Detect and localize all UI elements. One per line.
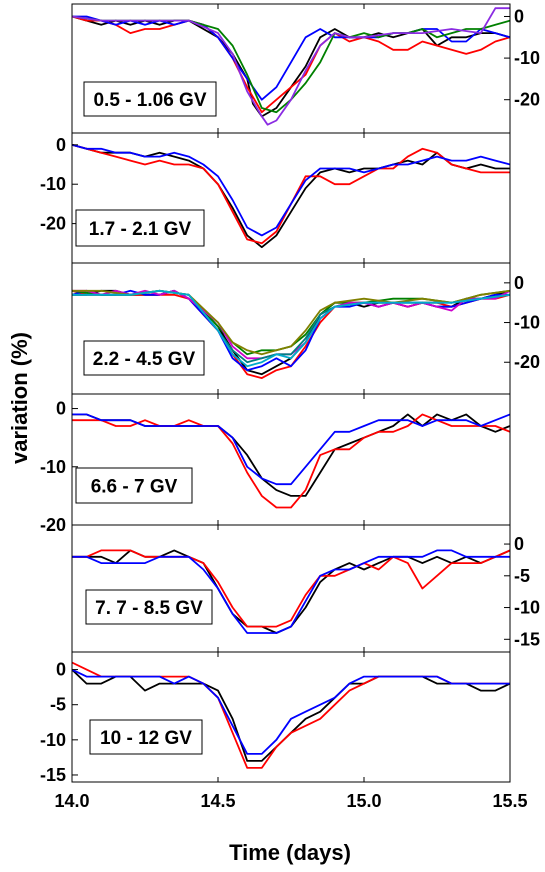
rigidity-label: 6.6 - 7 GV [91,477,178,498]
panel-6: 0 -5 -10 -15 10 - 12 GV [40,651,511,785]
series-line-red [72,15,510,114]
rigidity-label-box [75,209,205,247]
series-line-red [72,549,510,628]
y-tick-label: -15 [514,629,540,649]
rigidity-label: 7. 7 - 8.5 GV [95,598,203,619]
panel-1: 0 -10 -20 0.5 - 1.06 GV [71,3,540,134]
x-tick-label: 14.5 [200,791,235,811]
rigidity-label-box [75,467,193,504]
rigidity-label: 2.2 - 4.5 GV [93,349,196,370]
rigidity-label-box [89,719,203,755]
y-tick-label: -15 [40,765,66,785]
y-tick-label: -20 [514,90,540,110]
series-line-purple [72,7,510,126]
series-group [72,661,510,769]
y-tick-label: -10 [40,730,66,750]
series-line-blue [72,15,510,101]
plot-frame [71,393,511,526]
y-tick-label: -10 [40,174,66,194]
x-tick-label: 14.0 [54,791,89,811]
x-tick-label: 15.5 [492,791,527,811]
panel-5: 0 -5 -10 -15 7. 7 - 8.5 GV [71,524,540,653]
y-tick-label: 0 [56,399,66,419]
y-tick-label: -20 [40,515,66,535]
rigidity-label: 0.5 - 1.06 GV [93,90,206,111]
series-group [72,289,510,380]
y-tick-label: -20 [514,352,540,372]
rigidity-label: 1.7 - 2.1 GV [89,219,192,240]
y-tick-label: -5 [514,566,530,586]
y-axis-title: variation (%) [7,332,32,464]
y-tick-label: 0 [56,660,66,680]
y-tick-label: -10 [40,457,66,477]
rigidity-label-box [83,81,217,117]
series-line-cyan [72,289,510,368]
series-group [72,7,510,126]
series-group [72,549,510,634]
y-tick-label: -10 [514,48,540,68]
x-axis-title: Time (days) [229,840,351,865]
y-tick-label: 0 [514,534,524,554]
series-line-blue [72,143,510,237]
series-line-blue [72,549,510,634]
panel-3: 0 -10 -20 2.2 - 4.5 GV [71,262,540,395]
panels: 0-10-200.5 - 1.06 GV0-10-20 1.7 - 2.1 GV0… [40,3,540,811]
series-line-blue [72,413,510,486]
y-tick-label: 0 [514,273,524,293]
rigidity-label: 10 - 12 GV [100,728,192,749]
plot-frame [71,524,511,653]
y-tick-label: -20 [40,214,66,234]
rigidity-label-box [85,589,213,625]
y-tick-label: 0 [514,6,524,26]
plot-frame [71,651,511,783]
series-group [72,143,510,249]
y-tick-label: 0 [56,135,66,155]
panel-2: 0 -10 -20 1.7 - 2.1 GV [40,132,511,264]
x-tick-label: 15.0 [346,791,381,811]
y-tick-label: -5 [50,695,66,715]
series-line-blue [72,668,510,755]
y-tick-label: -10 [514,598,540,618]
series-group [72,413,510,509]
panel-4: 0 -10 -20 6.6 - 7 GV [40,393,511,535]
rigidity-label-box [83,340,205,376]
y-tick-label: -10 [514,313,540,333]
